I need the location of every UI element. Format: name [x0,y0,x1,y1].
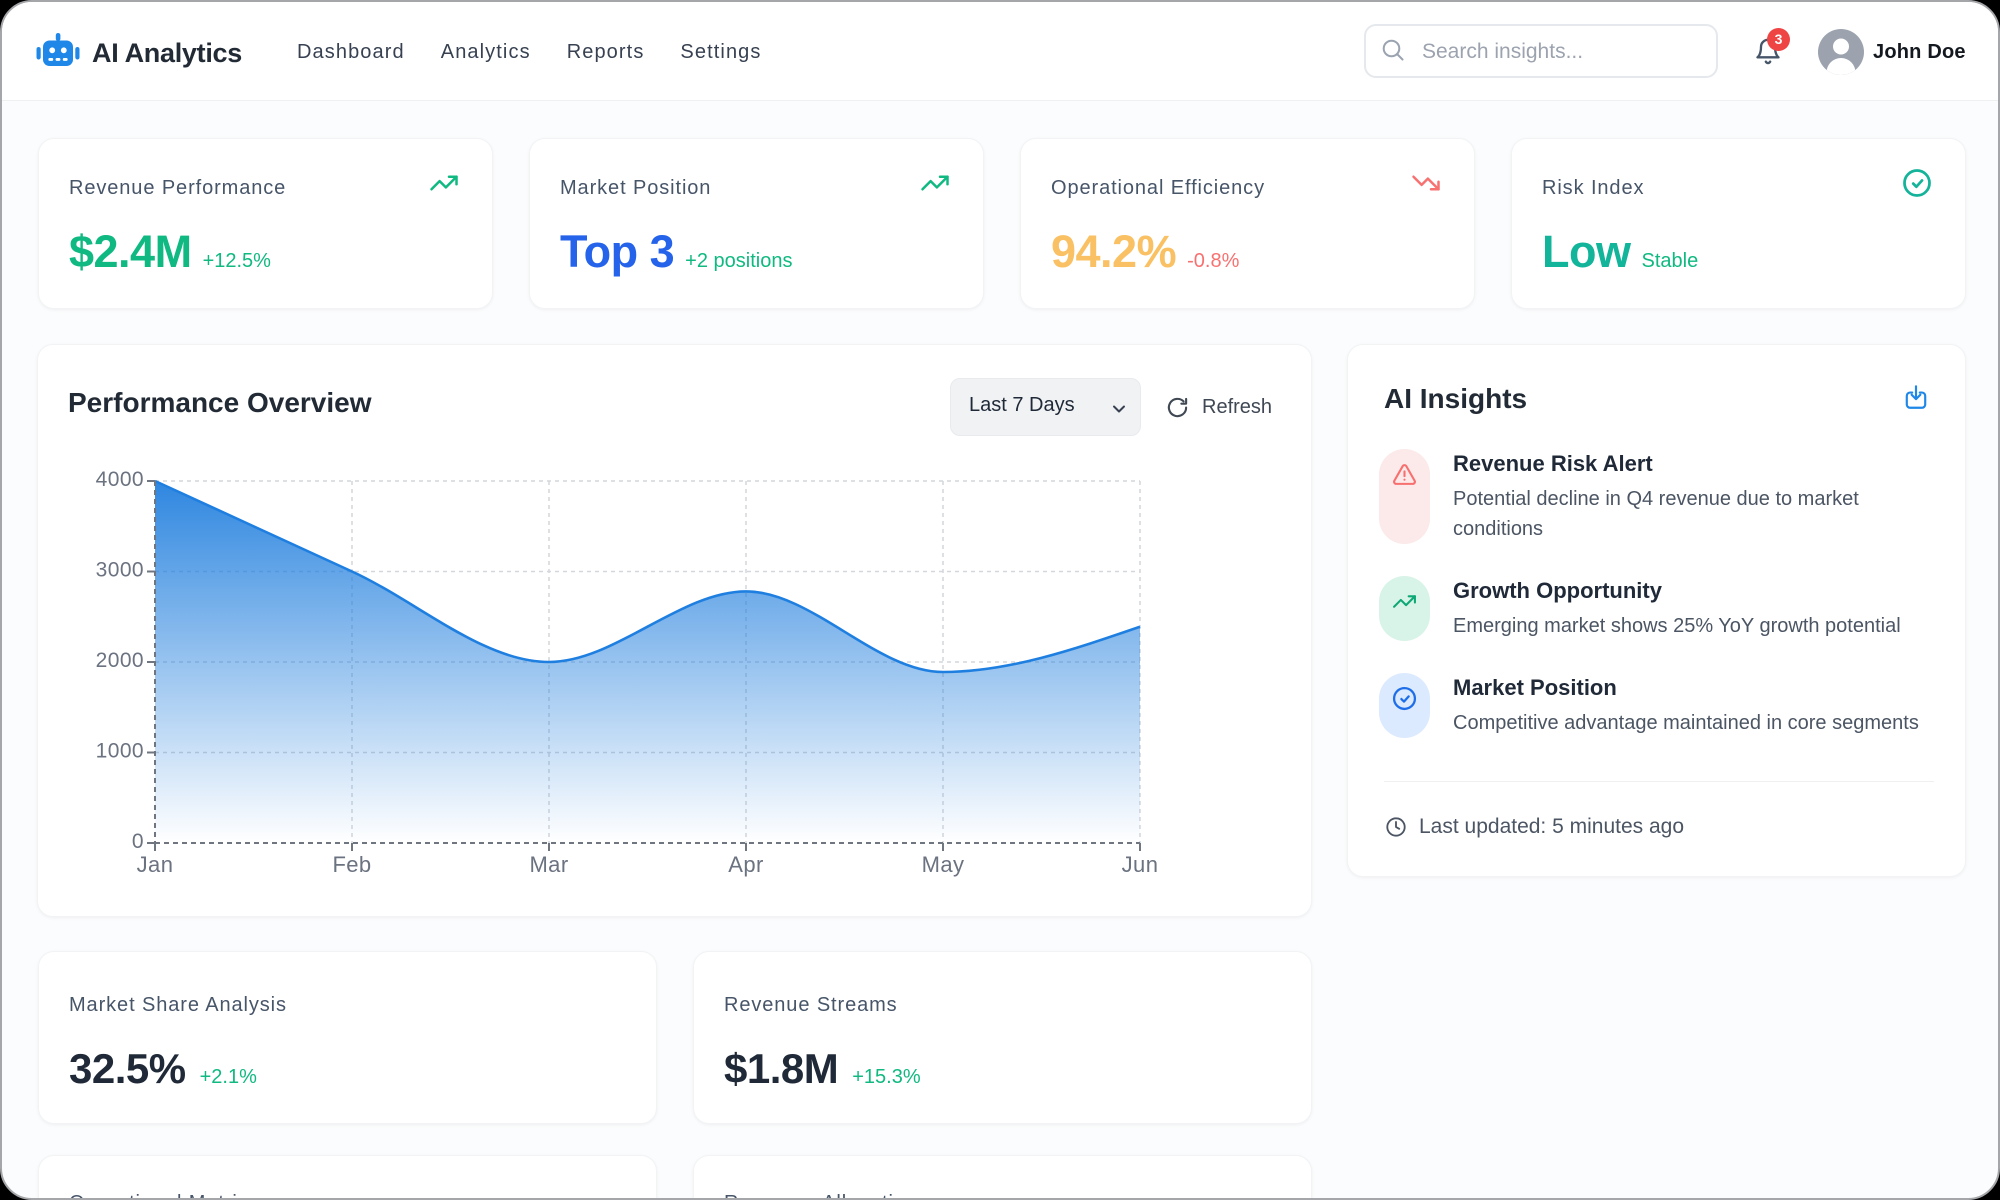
svg-text:May: May [922,852,965,877]
svg-text:Feb: Feb [332,852,371,877]
svg-text:Jun: Jun [1122,852,1159,877]
svg-text:Jan: Jan [137,852,174,877]
svg-text:0: 0 [132,830,144,853]
svg-text:Apr: Apr [728,852,763,877]
svg-text:3000: 3000 [96,559,144,582]
svg-text:4000: 4000 [96,468,144,491]
svg-text:1000: 1000 [96,740,144,763]
svg-text:2000: 2000 [96,649,144,672]
svg-text:Mar: Mar [529,852,568,877]
